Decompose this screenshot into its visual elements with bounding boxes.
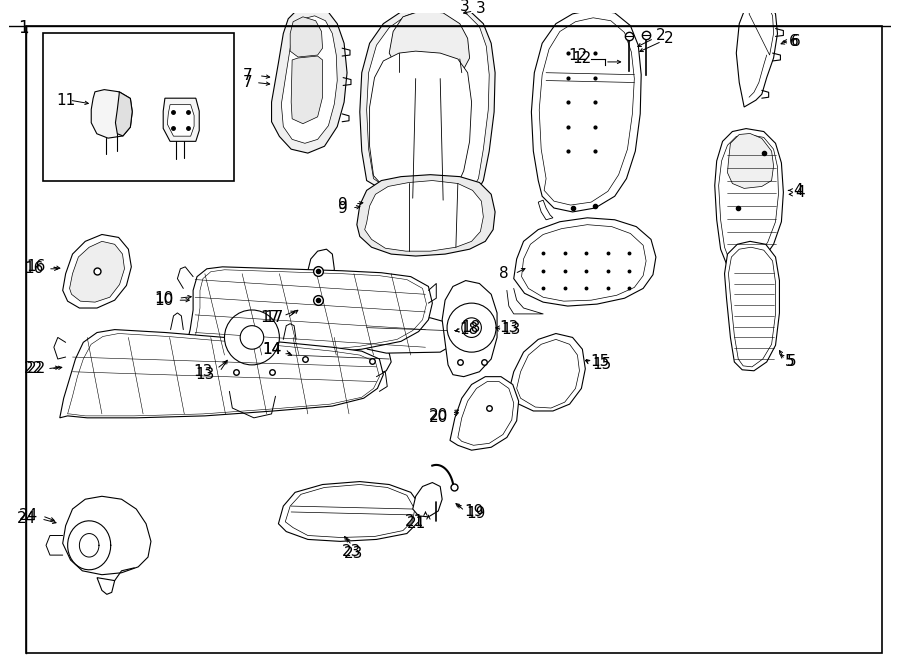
Text: 1: 1 [19, 19, 29, 37]
Polygon shape [63, 496, 151, 574]
Text: 13: 13 [195, 368, 215, 382]
Polygon shape [288, 342, 392, 379]
Polygon shape [180, 267, 432, 369]
Text: 3: 3 [475, 1, 485, 17]
Polygon shape [413, 483, 442, 517]
Text: 19: 19 [467, 506, 486, 522]
Polygon shape [167, 104, 194, 136]
Text: 13: 13 [499, 320, 518, 335]
Circle shape [462, 318, 482, 337]
Polygon shape [290, 17, 322, 57]
Polygon shape [450, 377, 518, 450]
Text: 20: 20 [428, 410, 448, 425]
Polygon shape [360, 4, 495, 212]
Text: 9: 9 [338, 200, 348, 215]
Polygon shape [59, 330, 383, 418]
Polygon shape [522, 225, 646, 301]
Polygon shape [458, 381, 514, 446]
Text: 21: 21 [407, 516, 427, 531]
Text: 2: 2 [656, 28, 665, 43]
Polygon shape [508, 334, 585, 411]
Text: 17: 17 [264, 310, 284, 325]
Text: 23: 23 [342, 544, 362, 559]
Text: 21: 21 [405, 514, 424, 529]
Text: 13: 13 [194, 364, 212, 379]
Text: 7: 7 [242, 68, 252, 83]
Polygon shape [188, 270, 427, 365]
Polygon shape [285, 485, 415, 537]
Polygon shape [727, 134, 774, 188]
Text: 23: 23 [344, 545, 364, 561]
Text: 5: 5 [788, 354, 796, 369]
Polygon shape [63, 235, 131, 308]
Polygon shape [715, 129, 783, 271]
Polygon shape [389, 11, 470, 79]
Polygon shape [278, 482, 420, 541]
Polygon shape [358, 316, 454, 353]
Text: 14: 14 [262, 342, 282, 357]
Text: 16: 16 [24, 261, 44, 276]
Text: 11: 11 [56, 93, 75, 108]
Polygon shape [719, 134, 778, 265]
Polygon shape [366, 8, 490, 208]
Text: 8: 8 [500, 266, 508, 281]
Text: 18: 18 [462, 320, 481, 335]
Text: 7: 7 [242, 75, 252, 90]
Text: 14: 14 [262, 342, 282, 357]
Circle shape [240, 326, 264, 349]
Polygon shape [749, 2, 774, 55]
Polygon shape [364, 180, 483, 251]
Polygon shape [728, 247, 776, 367]
Text: 22: 22 [23, 362, 43, 376]
Polygon shape [163, 98, 199, 141]
Polygon shape [514, 218, 656, 306]
Bar [43, 34, 234, 180]
Polygon shape [282, 16, 338, 143]
Text: 13: 13 [501, 322, 520, 337]
Text: 4: 4 [793, 183, 803, 198]
Text: 12: 12 [572, 52, 591, 67]
Text: 15: 15 [592, 358, 611, 372]
Text: 5: 5 [786, 354, 795, 369]
Text: 19: 19 [464, 504, 484, 520]
Text: 18: 18 [460, 322, 479, 337]
Text: 12: 12 [568, 48, 588, 63]
Polygon shape [97, 578, 114, 594]
Polygon shape [517, 339, 580, 408]
Text: 6: 6 [791, 34, 801, 49]
Text: 24: 24 [17, 512, 36, 526]
Text: 9: 9 [338, 196, 348, 212]
Text: 4: 4 [795, 185, 805, 200]
Text: 15: 15 [590, 354, 609, 369]
Polygon shape [539, 18, 634, 205]
Circle shape [224, 310, 279, 365]
Text: 17: 17 [260, 310, 279, 325]
Polygon shape [298, 249, 334, 337]
Polygon shape [220, 284, 277, 395]
Text: 10: 10 [154, 291, 174, 306]
Text: 22: 22 [27, 362, 46, 376]
Polygon shape [69, 241, 124, 302]
Text: 10: 10 [154, 293, 174, 307]
Circle shape [447, 303, 496, 352]
Polygon shape [68, 334, 380, 416]
Polygon shape [736, 0, 778, 107]
Text: 24: 24 [19, 508, 38, 524]
Polygon shape [272, 6, 347, 153]
Polygon shape [442, 280, 497, 377]
Text: 3: 3 [460, 0, 470, 13]
Text: 16: 16 [27, 259, 46, 274]
Polygon shape [115, 92, 132, 136]
Polygon shape [538, 200, 553, 219]
Polygon shape [370, 51, 472, 200]
Text: 2: 2 [663, 31, 673, 46]
Polygon shape [531, 10, 641, 212]
Text: 20: 20 [428, 408, 448, 424]
Polygon shape [724, 241, 779, 371]
Polygon shape [292, 56, 322, 124]
Polygon shape [91, 90, 132, 138]
Polygon shape [357, 175, 495, 256]
Text: 6: 6 [789, 34, 799, 49]
